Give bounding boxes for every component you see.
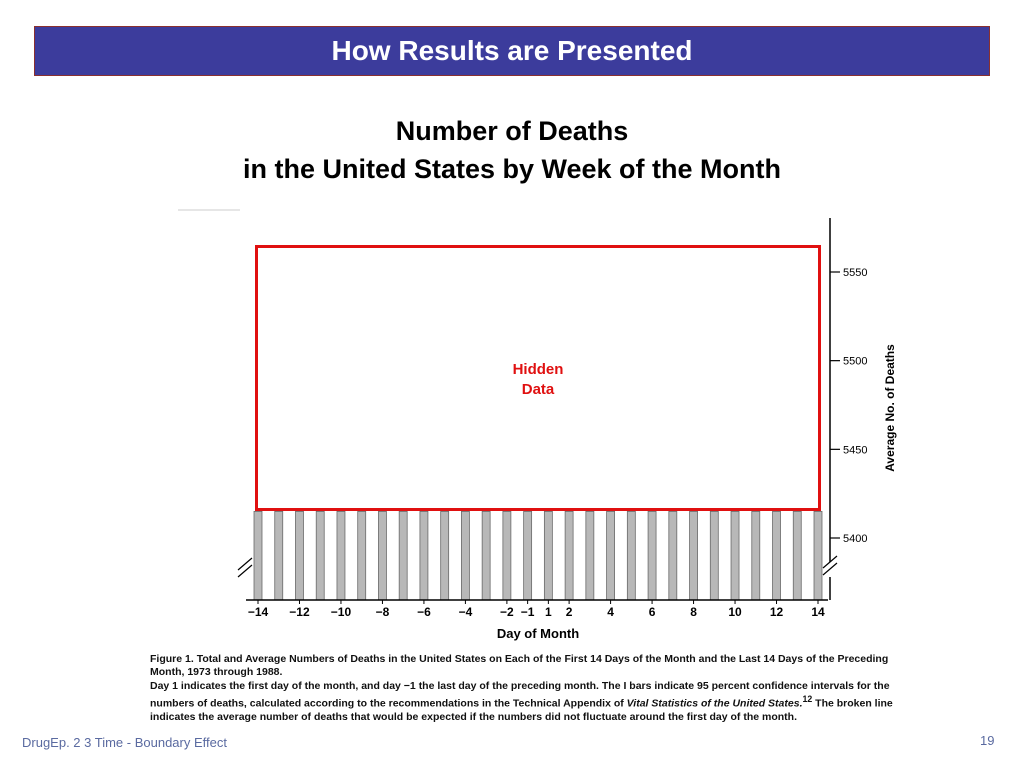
y-tick-label: 5400 [843, 533, 867, 545]
bar [461, 510, 470, 601]
x-tick-label: −8 [376, 605, 390, 619]
x-tick-label: −12 [289, 605, 310, 619]
caption-body-part1: Day 1 indicates the first day of the mon… [150, 680, 890, 710]
x-axis-tick-labels: −14 −12 −10 −8 −6 −4 −2 −1 1 2 4 6 8 10 12 14 [248, 600, 825, 619]
caption-figure-label: Figure 1. [150, 653, 194, 665]
bar [626, 510, 636, 601]
left-axis-break [237, 557, 253, 578]
bar [689, 510, 698, 601]
x-tick-label: 8 [690, 605, 697, 619]
caption-body: Day 1 indicates the first day of the mon… [150, 680, 902, 724]
page-number: 19 [980, 733, 995, 748]
bar [792, 510, 802, 601]
bar [357, 510, 367, 601]
caption-heading: Figure 1. Total and Average Numbers of D… [150, 653, 902, 679]
x-tick-label: 4 [607, 605, 614, 619]
bar [564, 510, 574, 601]
x-tick-label: −2 [500, 605, 514, 619]
chart-title-line1: Number of Deaths [395, 116, 629, 146]
x-tick-label: 10 [728, 605, 742, 619]
x-tick-label: 6 [649, 605, 656, 619]
x-tick-label: −1 [521, 605, 535, 619]
x-tick-label: −6 [417, 605, 431, 619]
caption-body-sup: 12 [802, 694, 813, 704]
bar [336, 510, 346, 601]
x-tick-label: 1 [545, 605, 552, 619]
x-tick-label: 12 [770, 605, 784, 619]
y-axis-ticks: 5400 5450 5500 5550 [830, 267, 867, 545]
bar [253, 510, 263, 601]
bar [419, 510, 429, 601]
bar [481, 510, 491, 601]
hidden-data-label: Hidden Data [258, 360, 818, 400]
bar [523, 510, 533, 601]
bar [398, 510, 408, 601]
hidden-data-line2: Data [521, 381, 555, 398]
bar [709, 510, 719, 601]
bar [585, 510, 595, 601]
caption-figure-text: Total and Average Numbers of Deaths in t… [150, 653, 889, 678]
slide-header: How Results are Presented [331, 35, 693, 66]
bar-series [253, 510, 823, 601]
bar [543, 510, 553, 601]
y-axis-label: Average No. of Deaths [883, 344, 897, 472]
bar [295, 510, 304, 601]
bar [440, 510, 450, 601]
bar [315, 510, 325, 601]
caption-body-part2: The broken line indicates the average nu… [150, 697, 893, 723]
bar [730, 510, 740, 601]
bar [647, 510, 657, 601]
hidden-data-line1: Hidden [512, 361, 564, 378]
x-axis-label: Day of Month [497, 626, 579, 641]
x-tick-label: −14 [248, 605, 269, 619]
x-tick-label: −10 [331, 605, 352, 619]
bar [274, 510, 284, 601]
bar [751, 510, 761, 601]
caption-body-italic: Vital Statistics of the United States. [626, 697, 803, 710]
bar [502, 510, 512, 601]
bar [813, 510, 823, 601]
bar [772, 510, 781, 601]
bar [606, 510, 615, 601]
bar [668, 510, 678, 601]
x-tick-label: −4 [459, 605, 473, 619]
figure-caption: Figure 1. Total and Average Numbers of D… [150, 653, 902, 725]
y-tick-label: 5550 [843, 267, 867, 279]
x-tick-label: 14 [811, 605, 825, 619]
chart-title: Number of Deaths in the United States by… [0, 112, 1024, 188]
slide-header-bar: How Results are Presented [34, 26, 990, 76]
chart-title-line2: in the United States by Week of the Mont… [242, 154, 782, 184]
slide-footer: DrugEp. 2 3 Time - Boundary Effect [22, 735, 227, 750]
bar [378, 510, 387, 601]
x-tick-label: 2 [566, 605, 573, 619]
right-axis-break [822, 555, 838, 576]
hidden-data-box: Hidden Data [255, 245, 821, 511]
y-tick-label: 5450 [843, 444, 867, 456]
y-tick-label: 5500 [843, 356, 867, 368]
